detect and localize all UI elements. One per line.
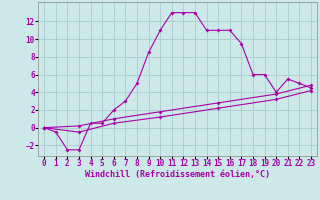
X-axis label: Windchill (Refroidissement éolien,°C): Windchill (Refroidissement éolien,°C) (85, 170, 270, 179)
